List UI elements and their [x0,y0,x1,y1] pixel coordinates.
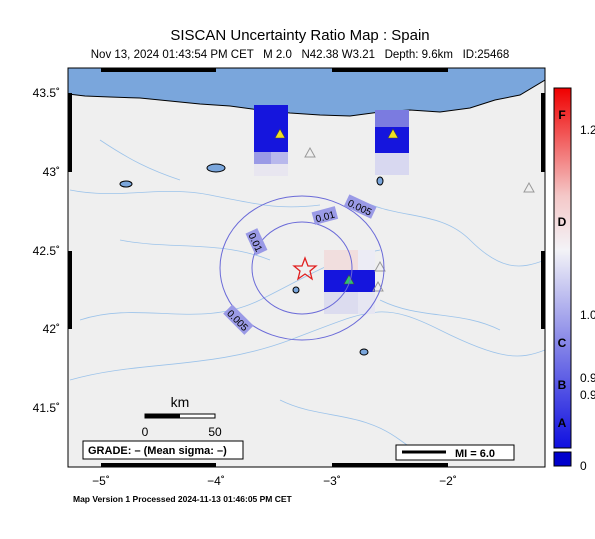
title: SISCAN Uncertainty Ratio Map : Spain [170,27,429,44]
footer: Map Version 1 Processed 2024-11-13 01:46… [73,494,293,504]
grade-label: D [558,215,567,229]
colorbar [553,87,572,449]
scale-unit: km [171,394,190,410]
colorbar-tick-label: 0.9 [580,371,595,385]
grade-label: C [558,336,567,350]
contour-label: 0.01 [315,210,337,226]
lon-label: −2˚ [439,474,457,488]
grade-label: A [558,416,567,430]
colorbar-tick-label: 0 [580,459,587,473]
lon-label: −4˚ [207,474,225,488]
lat-label: 43˚ [43,165,60,179]
lat-label: 43.5˚ [33,86,60,100]
scale-label: 50 [208,425,222,439]
colorbar-tick-label: 1.0 [580,308,595,322]
frame-ticks [68,68,545,467]
grade-label: B [558,378,567,392]
colorbar-grades: F D C B A [558,108,567,430]
lon-label: −3˚ [323,474,341,488]
grade-legend: GRADE: – (Mean sigma: –) [88,445,227,457]
map-area: 0.005 0.01 0.01 0.005 km 0 50 GRADE: – (… [68,68,545,467]
grade-label: F [558,108,565,122]
colorbar-tick-label: 0.9 [580,388,595,402]
lat-label: 41.5˚ [33,401,60,415]
scale-label: 0 [142,425,149,439]
lon-label: −5˚ [92,474,110,488]
colorbar-tick-label: 1.2 [580,123,595,137]
mi-legend: MI = 6.0 [455,448,495,460]
lat-label: 42.5˚ [33,244,60,258]
subtitle: Nov 13, 2024 01:43:54 PM CET M 2.0 N42.3… [91,49,510,61]
lat-label: 42˚ [43,322,60,336]
